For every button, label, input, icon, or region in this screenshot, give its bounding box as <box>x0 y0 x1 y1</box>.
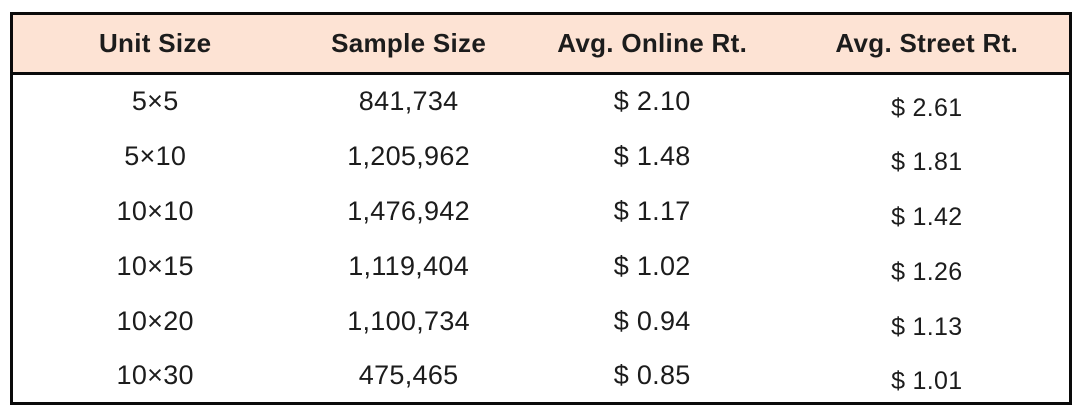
cell-avg-street-rate: $ 1.01 <box>891 367 963 396</box>
storage-rates-table: Unit Size Sample Size Avg. Online Rt. Av… <box>10 12 1072 405</box>
header-avg-street-rate: Avg. Street Rt. <box>784 13 1071 75</box>
cell-avg-online-rate: $ 1.02 <box>613 250 691 281</box>
cell-unit-size: 10×15 <box>116 250 194 281</box>
header-avg-online-rate: Avg. Online Rt. <box>519 13 785 75</box>
cell-unit-size: 10×10 <box>116 195 194 226</box>
cell-unit-size: 5×10 <box>124 140 187 171</box>
cell-sample-size: 1,100,734 <box>347 305 471 336</box>
cell-unit-size: 5×5 <box>131 86 179 117</box>
cell-avg-street-rate: $ 2.61 <box>891 93 963 122</box>
cell-avg-street-rate: $ 1.42 <box>891 203 963 231</box>
cell-sample-size: 841,734 <box>358 86 459 117</box>
cell-avg-online-rate: $ 0.94 <box>613 305 691 336</box>
cell-unit-size: 10×30 <box>116 359 194 390</box>
table-row: 5×5 841,734 $ 2.10 $ 2.61 <box>12 74 1071 129</box>
cell-sample-size: 1,119,404 <box>348 250 470 281</box>
cell-avg-online-rate: $ 1.17 <box>613 195 691 226</box>
table-row: 10×15 1,119,404 $ 1.02 $ 1.26 <box>12 239 1071 294</box>
cell-sample-size: 475,465 <box>358 359 459 390</box>
header-unit-size: Unit Size <box>11 13 298 75</box>
cell-unit-size: 10×20 <box>116 305 194 336</box>
cell-avg-online-rate: $ 0.85 <box>613 359 691 390</box>
table-row: 10×20 1,100,734 $ 0.94 $ 1.13 <box>12 294 1071 349</box>
table-row: 10×10 1,476,942 $ 1.17 $ 1.42 <box>12 184 1071 239</box>
header-row: Unit Size Sample Size Avg. Online Rt. Av… <box>11 13 1071 75</box>
cell-avg-street-rate: $ 1.81 <box>891 148 963 176</box>
cell-sample-size: 1,476,942 <box>347 195 471 226</box>
cell-avg-street-rate: $ 1.13 <box>891 313 963 341</box>
cell-avg-street-rate: $ 1.26 <box>891 258 963 286</box>
header-sample-size: Sample Size <box>297 13 520 75</box>
cell-sample-size: 1,205,962 <box>347 140 471 171</box>
cell-avg-online-rate: $ 1.48 <box>613 140 691 171</box>
table-row: 5×10 1,205,962 $ 1.48 $ 1.81 <box>12 129 1071 184</box>
table-row: 10×30 475,465 $ 0.85 $ 1.01 <box>12 349 1071 404</box>
cell-avg-online-rate: $ 2.10 <box>613 86 691 117</box>
